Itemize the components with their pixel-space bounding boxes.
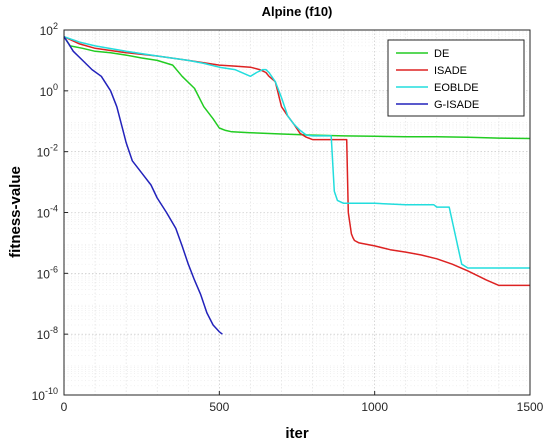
y-tick-label: 10-4 bbox=[37, 204, 58, 221]
y-tick-label: 10-8 bbox=[37, 325, 58, 342]
legend-label: G-ISADE bbox=[434, 99, 479, 111]
y-tick-label: 102 bbox=[40, 21, 58, 38]
x-tick-label: 1000 bbox=[361, 400, 388, 414]
y-axis-ticks: 102 100 10-2 10-4 10-6 10-8 10-10 bbox=[32, 21, 68, 403]
legend: DE ISADE EOBLDE G-ISADE bbox=[387, 39, 525, 117]
grid-lines bbox=[64, 30, 530, 395]
series-line-eoblde bbox=[63, 35, 530, 269]
y-tick-label: 10-6 bbox=[37, 264, 58, 281]
series-lines bbox=[63, 35, 531, 335]
legend-label: EOBLDE bbox=[434, 82, 479, 94]
legend-label: DE bbox=[434, 48, 449, 60]
x-tick-label: 500 bbox=[209, 400, 229, 414]
y-axis-label: fitness-value bbox=[7, 166, 24, 258]
y-tick-label: 10-2 bbox=[37, 143, 58, 160]
y-tick-label: 10-10 bbox=[32, 386, 58, 403]
series-line-g-isade bbox=[63, 36, 223, 335]
legend-label: ISADE bbox=[434, 65, 467, 77]
x-axis-ticks: 0 500 1000 1500 bbox=[61, 391, 544, 414]
x-tick-label: 0 bbox=[61, 400, 68, 414]
x-tick-label: 1500 bbox=[517, 400, 544, 414]
x-axis-label: iter bbox=[285, 425, 309, 442]
y-tick-label: 100 bbox=[40, 82, 58, 99]
chart-title: Alpine (f10) bbox=[262, 4, 333, 19]
series-line-isade bbox=[63, 36, 530, 287]
series-line-de bbox=[63, 36, 531, 140]
